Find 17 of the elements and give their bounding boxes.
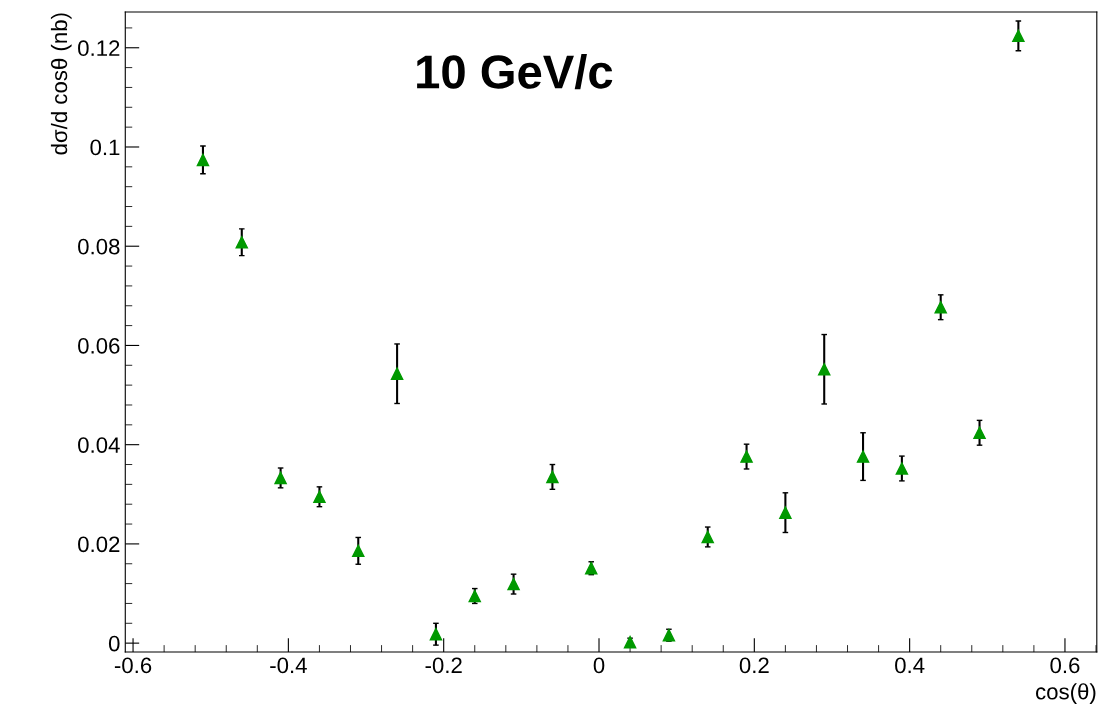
annotation: 10 GeV/c [417,54,613,90]
x-tick-label: 0.6 [1050,657,1080,674]
x-tick-label: -0.6 [114,657,152,674]
x-tick-label: -0.2 [425,657,462,674]
x-tick-label: 0.4 [895,657,925,674]
y-tick-label: 0.06 [78,337,120,354]
y-tick-label: 0.02 [78,536,120,553]
y-axis-title: dσ/d cosθ (nb) [50,13,72,155]
y-tick-label: 0.1 [90,139,120,156]
x-axis-title: cos(θ) [1036,683,1096,704]
y-tick-label: 0.08 [78,238,120,255]
y-tick-label: 0.04 [78,437,120,453]
x-tick-label: 0.2 [739,657,769,674]
y-tick-label: 0 [108,635,120,652]
y-tick-label: 0.12 [78,40,120,57]
x-tick-label: 0 [593,657,605,674]
x-tick-label: -0.4 [270,657,307,674]
